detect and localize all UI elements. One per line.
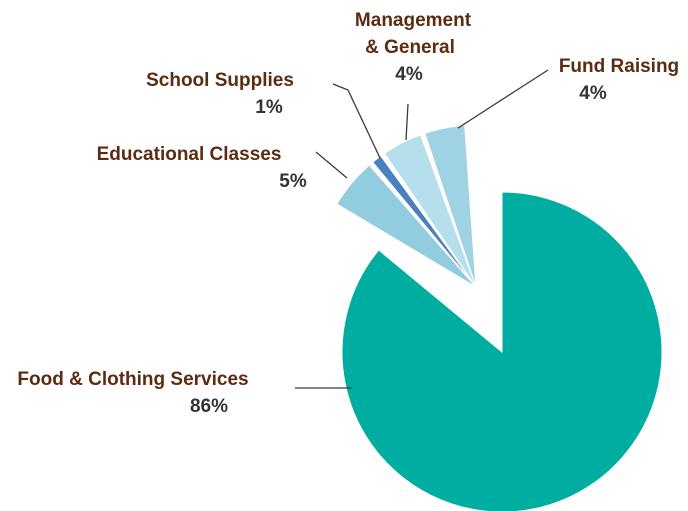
leader-lines — [295, 69, 549, 389]
slice-school-supplies — [372, 155, 477, 288]
label-fund-raising: Fund Raising — [559, 56, 679, 77]
slice-management-general — [383, 134, 477, 288]
pie-slices — [336, 124, 663, 511]
value-school-supplies: 1% — [255, 97, 283, 118]
label-school-supplies: School Supplies — [146, 70, 294, 91]
leader-educational-classes — [315, 151, 348, 179]
value-food-clothing-services: 86% — [190, 396, 228, 417]
leader-fund-raising — [457, 69, 549, 129]
slice-food-clothing-services — [341, 191, 663, 511]
label-management-general-line1: Management — [355, 10, 472, 31]
slice-fund-raising — [424, 124, 477, 288]
value-management-general: 4% — [395, 64, 423, 85]
value-educational-classes: 5% — [279, 171, 307, 192]
slice-educational-classes — [336, 164, 477, 288]
label-management-general-line2: & General — [365, 37, 455, 58]
slice-labels: Food & Clothing Services 86% Educational C… — [17, 10, 679, 417]
label-food-clothing-services: Food & Clothing Services — [17, 369, 248, 390]
label-educational-classes: Educational Classes — [97, 144, 282, 165]
leader-management-general — [405, 103, 409, 141]
leader-school-supplies — [332, 83, 381, 159]
value-fund-raising: 4% — [579, 83, 607, 104]
